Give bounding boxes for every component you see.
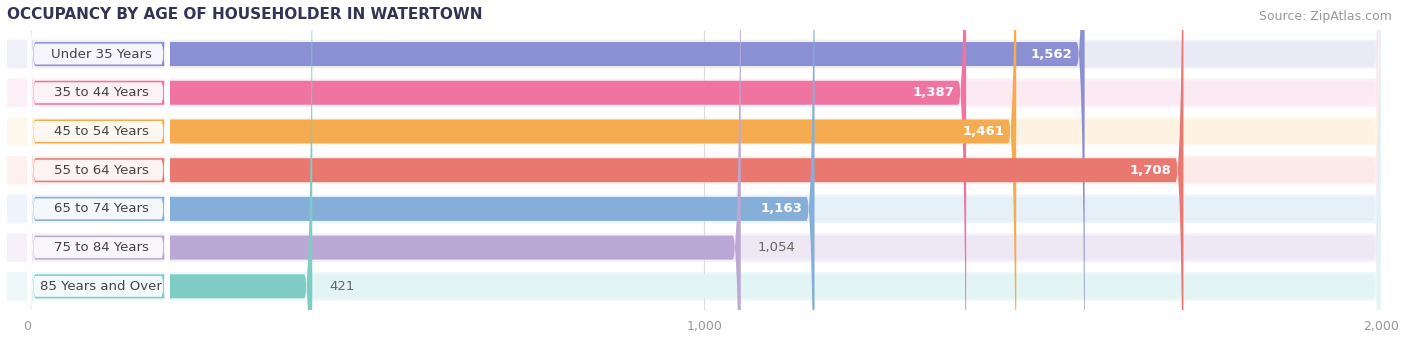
FancyBboxPatch shape — [27, 0, 814, 340]
FancyBboxPatch shape — [7, 79, 1381, 107]
FancyBboxPatch shape — [27, 0, 1381, 340]
FancyBboxPatch shape — [7, 194, 1381, 223]
Text: 1,562: 1,562 — [1031, 48, 1073, 61]
FancyBboxPatch shape — [27, 0, 966, 340]
FancyBboxPatch shape — [7, 272, 1381, 301]
FancyBboxPatch shape — [27, 0, 1017, 340]
Text: 1,387: 1,387 — [912, 86, 955, 99]
FancyBboxPatch shape — [27, 0, 169, 340]
FancyBboxPatch shape — [27, 0, 169, 340]
Text: 45 to 54 Years: 45 to 54 Years — [53, 125, 149, 138]
FancyBboxPatch shape — [27, 0, 1381, 340]
FancyBboxPatch shape — [27, 0, 1084, 340]
FancyBboxPatch shape — [7, 117, 1381, 146]
FancyBboxPatch shape — [27, 0, 1381, 340]
FancyBboxPatch shape — [27, 0, 1381, 340]
FancyBboxPatch shape — [7, 40, 1381, 68]
FancyBboxPatch shape — [27, 0, 1381, 340]
Text: Under 35 Years: Under 35 Years — [51, 48, 152, 61]
FancyBboxPatch shape — [27, 0, 1184, 340]
Text: 1,461: 1,461 — [962, 125, 1004, 138]
FancyBboxPatch shape — [27, 0, 169, 340]
Text: Source: ZipAtlas.com: Source: ZipAtlas.com — [1258, 10, 1392, 23]
Text: 1,054: 1,054 — [758, 241, 796, 254]
Text: 55 to 64 Years: 55 to 64 Years — [53, 164, 149, 177]
Text: OCCUPANCY BY AGE OF HOUSEHOLDER IN WATERTOWN: OCCUPANCY BY AGE OF HOUSEHOLDER IN WATER… — [7, 7, 482, 22]
FancyBboxPatch shape — [27, 0, 312, 340]
Text: 85 Years and Over: 85 Years and Over — [41, 280, 162, 293]
Text: 421: 421 — [329, 280, 354, 293]
FancyBboxPatch shape — [27, 0, 169, 340]
FancyBboxPatch shape — [27, 0, 741, 340]
Text: 75 to 84 Years: 75 to 84 Years — [53, 241, 149, 254]
Text: 1,163: 1,163 — [761, 202, 803, 216]
FancyBboxPatch shape — [27, 0, 169, 340]
FancyBboxPatch shape — [27, 0, 1381, 340]
FancyBboxPatch shape — [27, 0, 169, 340]
FancyBboxPatch shape — [7, 233, 1381, 262]
Text: 1,708: 1,708 — [1129, 164, 1171, 177]
FancyBboxPatch shape — [27, 0, 1381, 340]
Text: 35 to 44 Years: 35 to 44 Years — [53, 86, 149, 99]
FancyBboxPatch shape — [27, 0, 169, 340]
Text: 65 to 74 Years: 65 to 74 Years — [53, 202, 149, 216]
FancyBboxPatch shape — [7, 156, 1381, 185]
